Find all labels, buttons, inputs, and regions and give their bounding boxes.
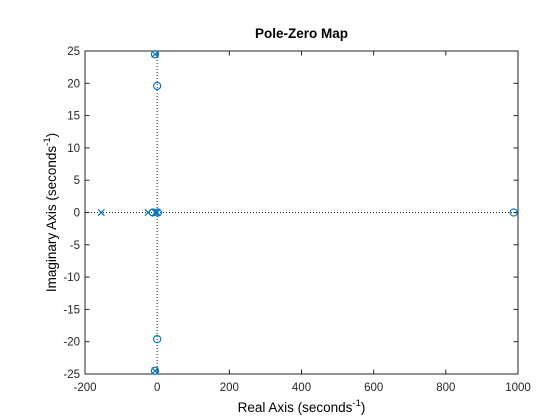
y-axis-label: Imaginary Axis (seconds-1) [42,133,59,292]
y-tick-label: 5 [74,175,80,187]
zero-marker [153,334,162,344]
zero-marker [509,208,518,217]
y-tick-labels: -25 -20 -15 -10 -5 0 5 10 15 20 25 [63,46,80,381]
markers [97,50,518,375]
y-axis-label-text: Imaginary Axis (seconds [44,146,59,293]
pole-marker-stroke [151,208,159,217]
x-tick-label: 600 [364,382,383,394]
pole-marker [97,208,105,217]
pole-marker [151,50,159,58]
y-tick-label: -10 [63,272,80,284]
zero-marker [153,81,162,91]
y-axis-label-exponent: -1 [42,137,53,145]
tick-marks [84,50,519,375]
y-tick-label: -5 [70,240,80,252]
x-tick-label: 800 [436,382,455,394]
x-tick-label: -200 [73,382,96,394]
x-tick-label: 0 [154,382,160,394]
x-tick-labels: -200 0 200 400 600 800 1000 [73,382,530,394]
y-tick-label: 20 [67,78,80,90]
x-axis-label-exponent: -1 [352,398,360,409]
x-tick-label: 200 [220,382,239,394]
y-tick-label: 0 [74,208,80,220]
zero-marker [150,50,160,59]
pole-marker [151,367,159,375]
y-axis-label-close: ) [44,133,59,138]
x-axis-label: Real Axis (seconds-1) [238,398,366,415]
y-tick-label: -15 [63,304,80,316]
y-tick-label: 25 [67,46,80,58]
x-axis-label-text: Real Axis (seconds [238,400,353,415]
pole-marker-stroke [97,208,105,217]
zero-marker [148,208,157,217]
y-tick-label: 10 [67,143,80,155]
x-tick-label: 1000 [505,382,531,394]
plot-area: -200 0 200 400 600 800 1000 -25 -20 -15 -10 -5 0 5 10… [63,46,530,394]
y-tick-label: -25 [63,369,80,381]
pole-marker-stroke [151,367,159,375]
y-tick-label: -20 [63,337,80,349]
y-tick-label: 15 [67,111,80,123]
x-axis-label-close: ) [361,400,366,415]
pole-marker [151,208,159,217]
zero-marker [153,208,163,217]
zero-marker [150,366,160,375]
pole-marker-stroke [151,50,159,58]
x-tick-label: 400 [292,382,311,394]
chart-title: Pole-Zero Map [255,26,348,41]
